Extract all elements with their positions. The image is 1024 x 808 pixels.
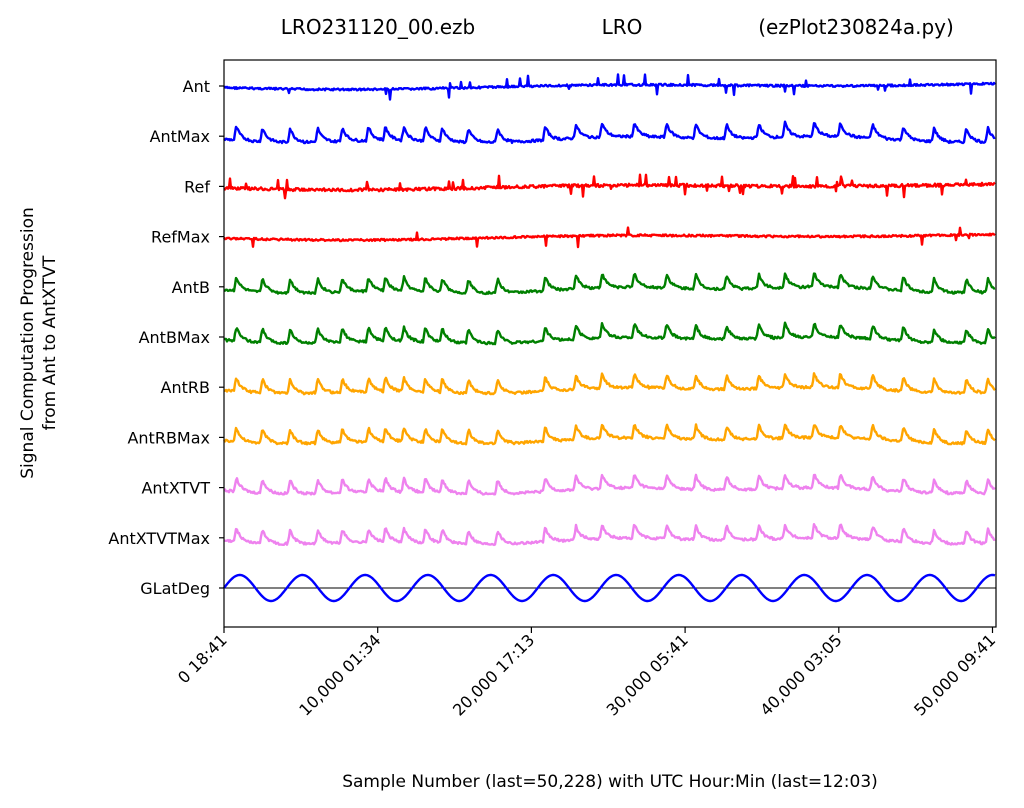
x-axis: 0 18:41 10,000 01:34 20,000 17:13 30,000 05… [174, 627, 999, 720]
x-tick-label-0: 0 18:41 [174, 630, 231, 687]
series-line-antrb [223, 372, 996, 396]
x-tick-label-30000: 30,000 05:41 [603, 630, 692, 719]
chart-title: LRO231120_00.ezb LRO (ezPlot230824a.py) [281, 15, 954, 39]
y-tick-label-refmax: RefMax [151, 228, 210, 247]
y-tick-label-antrbmax: AntRBMax [127, 428, 210, 447]
y-tick-label-antxtvt: AntXTVT [141, 479, 210, 498]
x-axis-label: Sample Number (last=50,228) with UTC Hou… [342, 772, 878, 792]
y-tick-label-antmax: AntMax [150, 127, 210, 146]
y-tick-label-antxtvtmax: AntXTVTMax [108, 529, 210, 548]
y-tick-label-antb: AntB [172, 278, 210, 297]
series-line-ant [223, 73, 996, 101]
x-tick-label-10000: 10,000 01:34 [295, 630, 384, 719]
y-axis-label-line1: Signal Computation Progression [18, 207, 38, 479]
series-line-refmax [223, 226, 996, 249]
title-station: LRO [602, 15, 643, 39]
y-tick-label-antbmax: AntBMax [139, 328, 210, 347]
y-axis-label: Signal Computation Progression from Ant … [18, 207, 60, 479]
series-line-glatdeg [223, 573, 996, 603]
series-line-antrbmax [223, 423, 996, 446]
series-line-antmax [223, 120, 996, 145]
series-layer [223, 73, 996, 603]
series-line-antbmax [223, 321, 996, 346]
y-axis: Ant AntMax Ref RefMax AntB AntBMax AntRB AntRBM… [108, 77, 224, 598]
x-tick-label-50000: 50,000 09:41 [910, 630, 999, 719]
series-line-antxtvtmax [223, 523, 996, 547]
series-line-antb [223, 272, 996, 296]
title-script: (ezPlot230824a.py) [758, 15, 954, 39]
title-filename: LRO231120_00.ezb [281, 15, 475, 39]
x-tick-label-20000: 20,000 17:13 [449, 630, 538, 719]
y-tick-label-antrb: AntRB [161, 378, 210, 397]
x-tick-label-40000: 40,000 03:05 [756, 630, 845, 719]
series-line-ref [223, 173, 996, 200]
y-tick-label-glatdeg: GLatDeg [140, 579, 210, 598]
plot-frame [223, 59, 997, 628]
y-axis-label-line2: from Ant to AntXTVT [40, 255, 60, 430]
y-tick-label-ref: Ref [184, 177, 210, 196]
series-line-antxtvt [223, 473, 996, 496]
y-tick-label-ant: Ant [183, 77, 210, 96]
